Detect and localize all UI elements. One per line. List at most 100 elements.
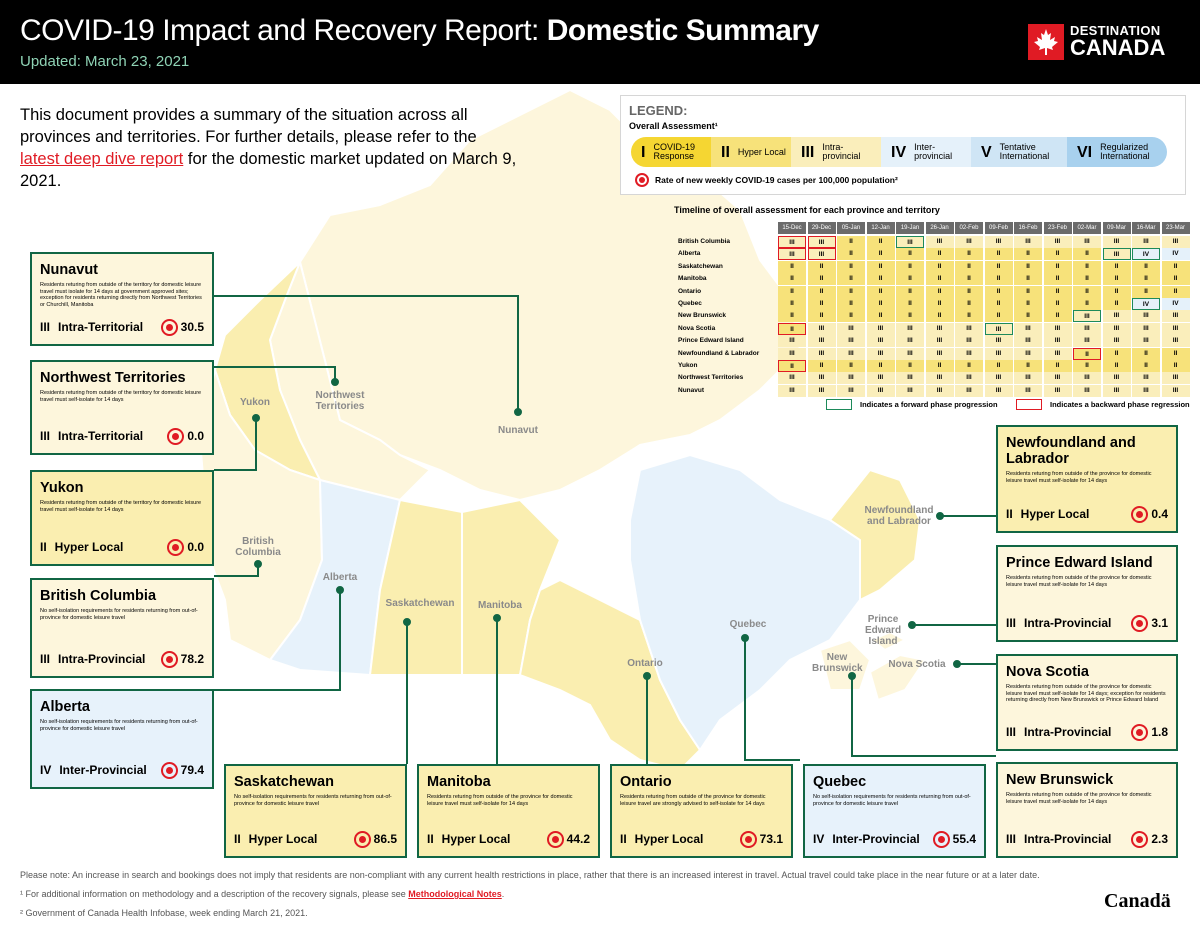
timeline-row: Saskatchewan II II II II II II II II II II II II II II: [674, 260, 1190, 273]
timeline-cell: II: [984, 310, 1013, 323]
leader-alberta: [214, 592, 341, 691]
province-assessment: III Intra-Provincial 1.8: [1006, 722, 1168, 742]
province-box-saskatchewan: Saskatchewan No self-isolation requiremen…: [224, 764, 407, 858]
phase-label: Intra-Territorial: [58, 429, 144, 443]
timeline-cell: II: [1161, 260, 1190, 273]
timeline-title: Timeline of overall assessment for each …: [674, 205, 940, 215]
timeline-cell: II: [1014, 310, 1042, 323]
province-assessment: II Hyper Local 73.1: [620, 829, 783, 849]
phase-numeral: III: [1006, 725, 1017, 739]
deep-dive-report-link[interactable]: latest deep dive report: [20, 150, 184, 168]
timeline-row-name: Newfoundland & Labrador: [678, 349, 760, 357]
timeline-cell: II: [955, 273, 983, 286]
virus-rate-icon: [739, 830, 757, 848]
timeline-cell: III: [1043, 322, 1072, 335]
timeline-date-header: 15-Dec: [778, 222, 806, 234]
case-rate-value: 30.5: [180, 320, 204, 334]
timeline-cell: II: [778, 360, 806, 372]
timeline-cell: II: [1102, 285, 1131, 298]
virus-rate-icon: [167, 538, 185, 556]
timeline-row: Alberta III III II II II II II II II II II III IV IV: [674, 248, 1190, 261]
timeline-cell: II: [955, 310, 983, 323]
leader-quebec: [744, 640, 800, 761]
virus-rate-icon: [1131, 505, 1149, 523]
timeline-cell: II: [1102, 260, 1131, 273]
timeline-cell: III: [955, 335, 983, 348]
timeline-row-name: Nunavut: [678, 386, 704, 394]
timeline-cell: III: [1132, 322, 1160, 335]
timeline-cell: III: [866, 384, 895, 397]
province-restriction-text: Residents returing from outside of the p…: [620, 794, 766, 807]
timeline-cell: III: [1132, 335, 1160, 348]
timeline-cell: II: [1132, 347, 1160, 360]
virus-rate-icon: [932, 830, 950, 848]
province-restriction-text: No self-isolation requirements for resid…: [234, 794, 392, 807]
timeline-cell: III: [1014, 384, 1042, 397]
timeline-cell: III: [984, 322, 1013, 335]
timeline-cell: II: [1043, 298, 1072, 310]
methodological-notes-link[interactable]: Methodological Notes: [408, 889, 502, 899]
case-rate-value: 55.4: [952, 832, 976, 846]
timeline-cell: III: [1073, 236, 1101, 248]
province-assessment: IV Inter-Provincial 55.4: [813, 829, 976, 849]
province-box-nwt: Northwest Territories Residents returing …: [30, 360, 214, 455]
province-box-nunavut: Nunavut Residents returing from outside o…: [30, 252, 214, 346]
timeline-date-header: 12-Jan: [866, 222, 895, 234]
phase-numeral: III: [40, 320, 51, 334]
timeline-date-header: 16-Mar: [1132, 222, 1160, 234]
timeline-cell: II: [984, 273, 1013, 286]
phase-label: Hyper Local: [248, 832, 318, 846]
timeline-cell: III: [1073, 310, 1101, 323]
legend-phase-label: Regularized International: [1100, 142, 1150, 161]
footnote-2: ² Government of Canada Health Infobase, …: [20, 908, 308, 918]
timeline-cell: III: [807, 347, 836, 360]
timeline-cell: II: [1102, 347, 1131, 360]
timeline-cell: II: [866, 260, 895, 273]
province-name: Saskatchewan: [234, 774, 334, 790]
logo-line-1: DESTINATION: [1070, 23, 1161, 38]
timeline-cell: III: [807, 384, 836, 397]
case-rate: 0.4: [1131, 505, 1168, 523]
legend-phase-6: VI Regularized International: [1067, 137, 1167, 167]
province-box-nb: New Brunswick Residents returing from out…: [996, 762, 1178, 858]
province-name: Alberta: [40, 699, 90, 715]
map-label-nunavut: Nunavut: [498, 425, 538, 436]
timeline-cell: II: [778, 310, 806, 323]
timeline-cell: III: [1073, 372, 1101, 385]
timeline-cell: II: [925, 260, 954, 273]
timeline-cell: II: [896, 248, 924, 261]
destination-canada-logo[interactable]: DESTINATION CANADA: [1028, 22, 1178, 64]
timeline-cell: III: [1014, 347, 1042, 360]
timeline-cell: III: [955, 384, 983, 397]
timeline-cell: III: [807, 248, 836, 261]
maple-leaf-icon: [1028, 24, 1064, 60]
timeline-cell: III: [1043, 347, 1072, 360]
timeline-cell: III: [925, 347, 954, 360]
timeline-cell: III: [778, 236, 806, 248]
province-assessment: III Intra-Territorial 0.0: [40, 426, 204, 446]
phase-numeral: II: [427, 832, 434, 846]
case-rate-value: 86.5: [373, 832, 397, 846]
timeline-cell: III: [984, 236, 1013, 248]
timeline-row: Ontario II II II II II II II II II II II II II II: [674, 285, 1190, 298]
timeline-cell: II: [1014, 298, 1042, 310]
timeline-cell: III: [866, 347, 895, 360]
timeline-cell: III: [955, 372, 983, 385]
timeline-cell: III: [778, 248, 806, 261]
leader-nwt: [214, 366, 336, 380]
legend: LEGEND: Overall Assessment¹ I COVID-19 Re…: [620, 95, 1186, 195]
province-name: Nunavut: [40, 262, 98, 278]
province-assessment: IV Inter-Provincial 79.4: [40, 760, 204, 780]
phase-label: Hyper Local: [54, 540, 124, 554]
timeline-cell: III: [778, 335, 806, 348]
province-name: Prince Edward Island: [1006, 555, 1153, 571]
timeline-cell: II: [896, 360, 924, 372]
timeline-cell: II: [1102, 360, 1131, 372]
phase-numeral: IV: [40, 763, 52, 777]
phase-numeral: II: [1006, 507, 1013, 521]
map-label-nl: Newfoundland and Labrador: [864, 505, 934, 527]
phase-label: Inter-Provincial: [832, 832, 920, 846]
legend-rate-note: Rate of new weekly COVID-19 cases per 10…: [635, 173, 898, 187]
phase-label: Hyper Local: [634, 832, 704, 846]
timeline-cell: III: [778, 384, 806, 397]
